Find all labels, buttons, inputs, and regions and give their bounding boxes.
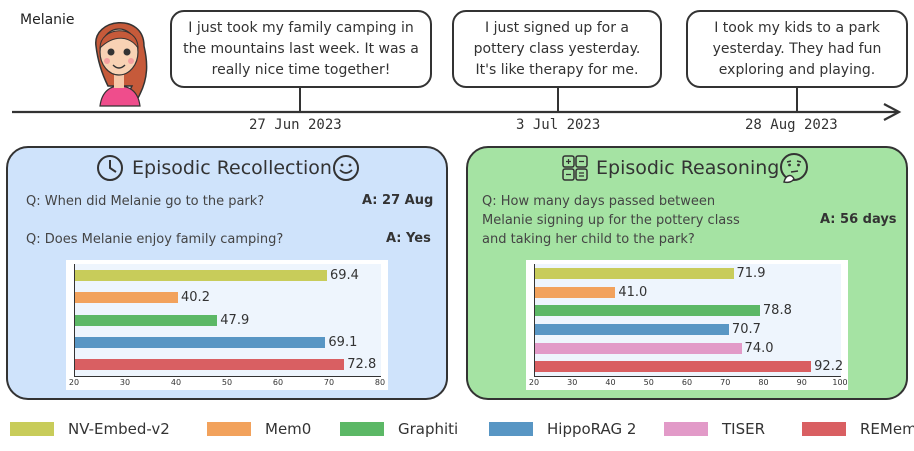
question-text: Q: When did Melanie go to the park? — [26, 194, 265, 209]
bar-value-label: 40.2 — [181, 290, 210, 306]
legend-item: Graphiti — [340, 420, 458, 438]
reasoning-title: Episodic Reasoning — [596, 157, 780, 179]
calculator-icon — [562, 155, 588, 181]
timeline — [12, 88, 902, 121]
answer-text: A: Yes — [386, 231, 431, 246]
x-tick-label: 20 — [528, 378, 540, 387]
bar-mem0 — [75, 292, 179, 304]
x-tick-label: 90 — [796, 378, 807, 387]
legend-item: REMem — [802, 420, 914, 438]
avatar — [95, 21, 148, 107]
legend-label: Graphiti — [398, 420, 459, 438]
x-tick-label: 50 — [643, 378, 654, 387]
bar-graphiti — [535, 305, 760, 317]
x-tick-label: 40 — [605, 378, 616, 387]
question-text: Melanie signing up for the pottery class — [482, 213, 740, 228]
bar-nv-embed-v2 — [75, 269, 327, 281]
legend-item: NV-Embed-v2 — [10, 420, 170, 438]
thinking-face-icon — [780, 153, 808, 184]
x-tick-label: 20 — [68, 378, 80, 387]
legend-label: Mem0 — [265, 420, 312, 438]
legend-label: HippoRAG 2 — [547, 420, 637, 438]
timeline-date: 28 Aug 2023 — [745, 117, 838, 133]
bar-tiser — [535, 342, 742, 354]
x-tick-label: 60 — [681, 378, 693, 387]
question-text: and taking her child to the park? — [482, 232, 695, 247]
chart-plot-area: 69.4 40.2 47.9 69.1 72.8 — [74, 264, 381, 377]
question-text: Q: Does Melanie enjoy family camping? — [26, 232, 284, 247]
legend-swatch — [10, 422, 54, 436]
message-bubble: I took my kids to a park yesterday. They… — [686, 10, 908, 88]
bar-value-label: 72.8 — [347, 357, 377, 373]
bar-hipporag-2 — [75, 336, 326, 348]
clock-icon — [97, 155, 123, 181]
bar-value-label: 69.1 — [328, 334, 358, 350]
legend-swatch — [489, 422, 533, 436]
x-tick-label: 80 — [374, 378, 386, 387]
bar-nv-embed-v2 — [535, 267, 734, 279]
legend-item: Mem0 — [207, 420, 311, 438]
answer-text: A: 56 days — [820, 212, 897, 227]
timeline-date: 27 Jun 2023 — [249, 117, 342, 133]
legend-swatch — [340, 422, 384, 436]
x-tick-label: 70 — [720, 378, 731, 387]
bar-value-label: 71.9 — [736, 265, 766, 281]
message-bubble: I just signed up for a pottery class yes… — [452, 10, 662, 88]
timeline-date: 3 Jul 2023 — [516, 117, 601, 133]
message-bubble: I just took my family camping in the mou… — [170, 10, 432, 88]
bar-remem — [535, 361, 812, 373]
bar-value-label: 47.9 — [220, 312, 250, 328]
x-tick-label: 30 — [119, 378, 131, 387]
question-text: Q: How many days passed between — [482, 194, 716, 209]
bar-value-label: 78.8 — [762, 303, 792, 319]
bar-hipporag-2 — [535, 323, 729, 335]
recollection-bar-chart: 69.4 40.2 47.9 69.1 72.8 20 30 40 50 60 70 80 — [66, 260, 388, 390]
legend-swatch — [664, 422, 708, 436]
reasoning-bar-chart: 71.9 41.0 78.8 70.7 74.0 92.2 20 30 40 50 60 70 80 90… — [526, 260, 848, 390]
bar-value-label: 92.2 — [814, 359, 844, 375]
bar-value-label: 70.7 — [731, 321, 761, 337]
answer-text: A: 27 Aug — [362, 193, 434, 208]
legend-swatch — [207, 422, 251, 436]
x-tick-label: 40 — [170, 378, 182, 387]
x-tick-label: 60 — [272, 378, 284, 387]
bar-mem0 — [535, 286, 616, 298]
smile-icon — [333, 155, 359, 181]
legend-item: TISER — [664, 420, 765, 438]
x-tick-label: 80 — [758, 378, 769, 387]
bar-value-label: 69.4 — [329, 267, 359, 283]
bar-graphiti — [75, 314, 218, 326]
recollection-title: Episodic Recollection — [132, 157, 332, 179]
bar-value-label: 74.0 — [744, 340, 774, 356]
legend-item: HippoRAG 2 — [489, 420, 636, 438]
legend-label: REMem — [860, 420, 914, 438]
legend-label: NV-Embed-v2 — [68, 420, 170, 438]
speaker-name: Melanie — [20, 12, 75, 28]
x-tick-label: 70 — [323, 378, 335, 387]
x-tick-label: 100 — [832, 378, 848, 387]
bar-value-label: 41.0 — [618, 284, 648, 300]
bar-remem — [75, 359, 345, 371]
x-tick-label: 30 — [567, 378, 578, 387]
legend-label: TISER — [722, 420, 766, 438]
x-tick-label: 50 — [221, 378, 233, 387]
chart-plot-area: 71.9 41.0 78.8 70.7 74.0 92.2 — [534, 264, 844, 377]
legend-swatch — [802, 422, 846, 436]
